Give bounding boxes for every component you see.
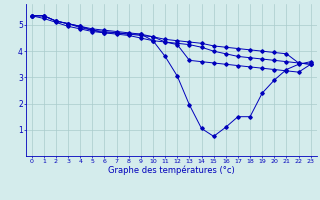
X-axis label: Graphe des températures (°c): Graphe des températures (°c): [108, 165, 235, 175]
